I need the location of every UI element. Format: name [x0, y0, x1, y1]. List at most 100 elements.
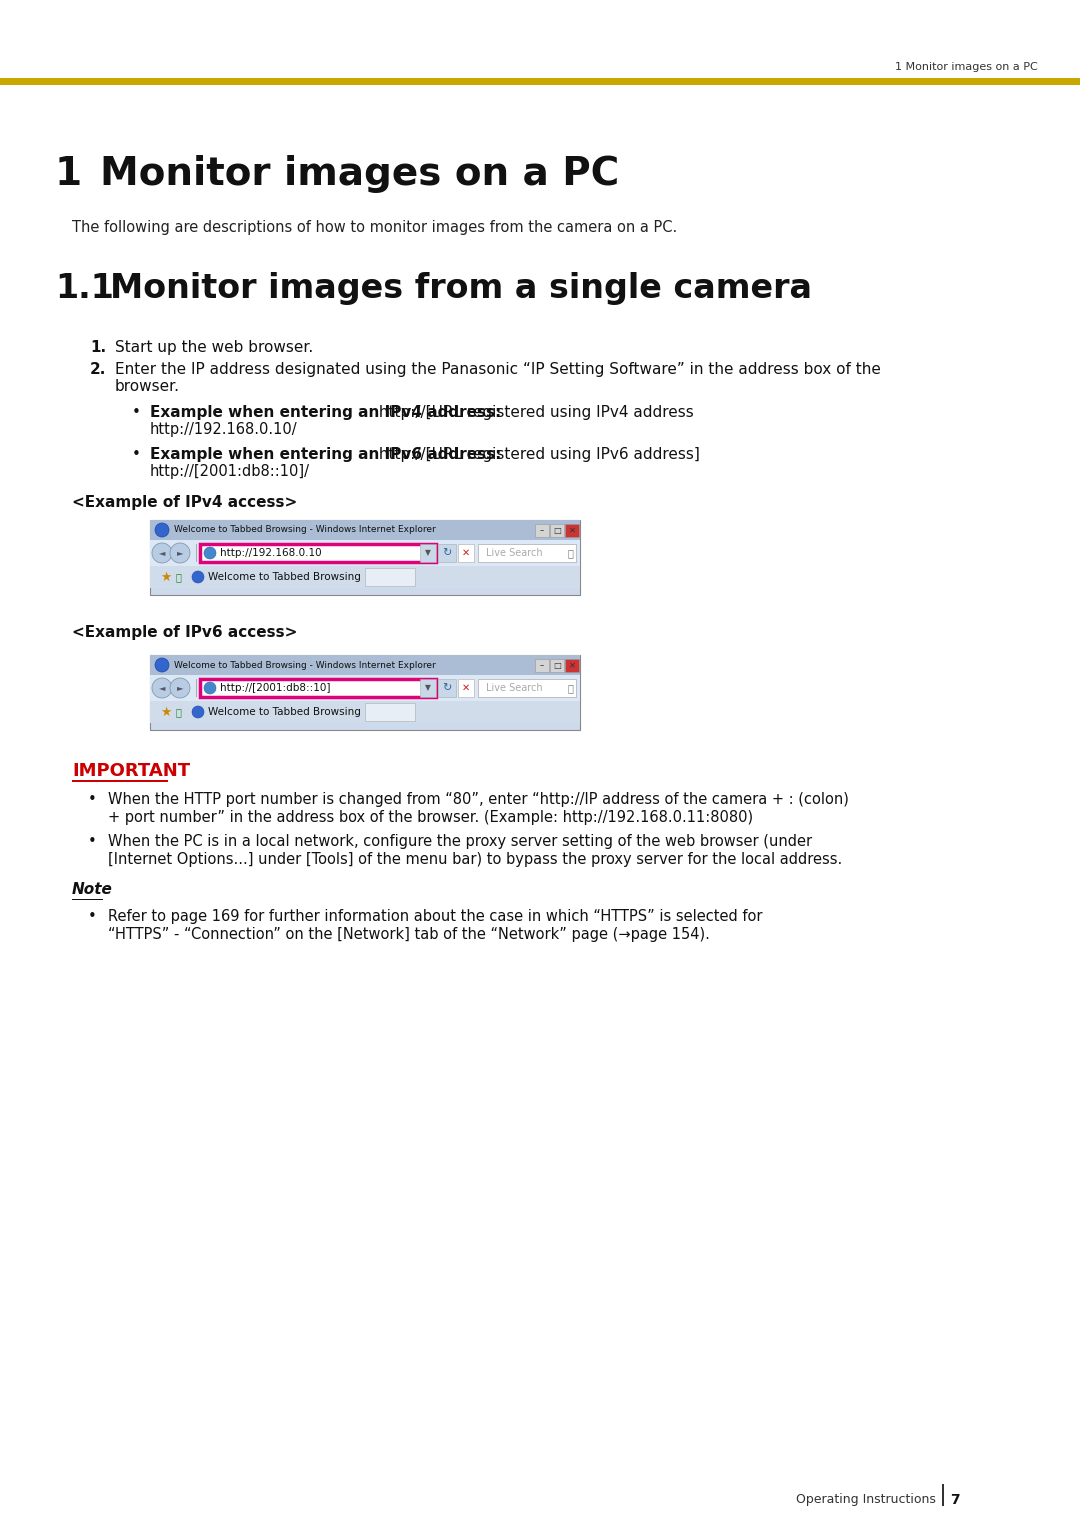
Circle shape — [192, 705, 204, 718]
Text: ★: ★ — [160, 705, 172, 719]
Circle shape — [170, 544, 190, 563]
Text: Example when entering an IPv6 address:: Example when entering an IPv6 address: — [150, 447, 501, 463]
Bar — [438, 680, 456, 696]
Bar — [0, 78, 1080, 86]
Text: 1.1: 1.1 — [55, 272, 113, 305]
Text: IMPORTANT: IMPORTANT — [72, 762, 190, 780]
Bar — [150, 521, 580, 541]
Text: Refer to page 169 for further information about the case in which “HTTPS” is sel: Refer to page 169 for further informatio… — [108, 909, 762, 924]
Text: ◄: ◄ — [159, 548, 165, 557]
Bar — [535, 524, 549, 538]
Circle shape — [170, 678, 190, 698]
Text: ✕: ✕ — [462, 683, 470, 693]
Circle shape — [156, 658, 168, 672]
Text: Enter the IP address designated using the Panasonic “IP Setting Software” in the: Enter the IP address designated using th… — [114, 362, 881, 377]
Bar — [550, 524, 564, 538]
Text: •: • — [87, 793, 97, 806]
Bar — [150, 541, 580, 567]
Text: □: □ — [553, 525, 561, 534]
Text: Operating Instructions: Operating Instructions — [796, 1493, 936, 1506]
Text: ►: ► — [177, 684, 184, 693]
Circle shape — [152, 544, 172, 563]
Text: □: □ — [553, 661, 561, 670]
Text: •: • — [87, 909, 97, 924]
Text: When the HTTP port number is changed from “80”, enter “http://IP address of the : When the HTTP port number is changed fro… — [108, 793, 849, 806]
Bar — [550, 660, 564, 672]
Text: 1.: 1. — [90, 341, 106, 354]
Circle shape — [192, 571, 204, 583]
Circle shape — [152, 678, 172, 698]
Text: http://[URL registered using IPv6 address]: http://[URL registered using IPv6 addres… — [374, 447, 700, 463]
Text: “HTTPS” - “Connection” on the [Network] tab of the “Network” page (→page 154).: “HTTPS” - “Connection” on the [Network] … — [108, 927, 710, 942]
Text: Welcome to Tabbed Browsing: Welcome to Tabbed Browsing — [208, 573, 361, 582]
Text: Example when entering an IPv4 address:: Example when entering an IPv4 address: — [150, 405, 501, 420]
Text: 2.: 2. — [90, 362, 106, 377]
Circle shape — [156, 524, 168, 538]
Text: Welcome to Tabbed Browsing: Welcome to Tabbed Browsing — [208, 707, 361, 718]
Text: –: – — [540, 661, 544, 670]
Text: 1 Monitor images on a PC: 1 Monitor images on a PC — [895, 63, 1038, 72]
Bar — [565, 524, 579, 538]
Text: Start up the web browser.: Start up the web browser. — [114, 341, 313, 354]
Bar — [365, 702, 415, 721]
Circle shape — [204, 547, 216, 559]
Text: <Example of IPv4 access>: <Example of IPv4 access> — [72, 495, 297, 510]
Text: ⌕: ⌕ — [567, 683, 572, 693]
Bar — [72, 780, 168, 782]
Bar — [458, 544, 474, 562]
Bar — [535, 660, 549, 672]
Text: ►: ► — [177, 548, 184, 557]
Text: Note: Note — [72, 883, 113, 896]
Text: •: • — [132, 447, 140, 463]
Text: ✕: ✕ — [462, 548, 470, 557]
Bar — [365, 568, 415, 586]
Text: –: – — [540, 525, 544, 534]
Text: When the PC is in a local network, configure the proxy server setting of the web: When the PC is in a local network, confi… — [108, 834, 812, 849]
Text: http://[2001:db8::10]/: http://[2001:db8::10]/ — [150, 464, 310, 479]
Text: ✕: ✕ — [568, 525, 576, 534]
Text: •: • — [132, 405, 140, 420]
Text: http://192.168.0.10/: http://192.168.0.10/ — [150, 421, 298, 437]
Text: ➕: ➕ — [176, 707, 181, 718]
Bar — [150, 701, 580, 722]
Bar — [200, 680, 436, 696]
Text: http://[2001:db8::10]: http://[2001:db8::10] — [220, 683, 330, 693]
Bar — [478, 680, 576, 696]
Text: Monitor images from a single camera: Monitor images from a single camera — [110, 272, 812, 305]
Text: [Internet Options...] under [Tools] of the menu bar) to bypass the proxy server : [Internet Options...] under [Tools] of t… — [108, 852, 842, 867]
Text: ✕: ✕ — [568, 661, 576, 670]
Bar — [150, 521, 580, 596]
Bar — [458, 680, 474, 696]
Bar — [438, 544, 456, 562]
Text: ↻: ↻ — [443, 548, 451, 557]
Bar — [150, 675, 580, 701]
Text: Live Search: Live Search — [486, 548, 542, 557]
Text: <Example of IPv6 access>: <Example of IPv6 access> — [72, 625, 297, 640]
Bar — [150, 567, 580, 588]
Text: The following are descriptions of how to monitor images from the camera on a PC.: The following are descriptions of how to… — [72, 220, 677, 235]
Text: Live Search: Live Search — [486, 683, 542, 693]
Text: ▼: ▼ — [426, 548, 431, 557]
Bar — [420, 680, 436, 696]
Circle shape — [204, 683, 216, 693]
Bar — [420, 544, 436, 562]
Bar — [200, 544, 436, 562]
Bar — [942, 1484, 944, 1506]
Text: ▼: ▼ — [426, 684, 431, 693]
Text: ◄: ◄ — [159, 684, 165, 693]
Bar — [565, 660, 579, 672]
Text: Monitor images on a PC: Monitor images on a PC — [100, 156, 619, 192]
Text: http://192.168.0.10: http://192.168.0.10 — [220, 548, 322, 557]
Bar — [150, 655, 580, 675]
Text: •: • — [87, 834, 97, 849]
Text: Welcome to Tabbed Browsing - Windows Internet Explorer: Welcome to Tabbed Browsing - Windows Int… — [174, 661, 435, 669]
Text: + port number” in the address box of the browser. (Example: http://192.168.0.11:: + port number” in the address box of the… — [108, 809, 753, 825]
Text: http://[URL registered using IPv4 address: http://[URL registered using IPv4 addres… — [374, 405, 693, 420]
Text: ★: ★ — [160, 571, 172, 583]
Bar — [478, 544, 576, 562]
Text: Welcome to Tabbed Browsing - Windows Internet Explorer: Welcome to Tabbed Browsing - Windows Int… — [174, 525, 435, 534]
Text: 7: 7 — [950, 1493, 960, 1507]
Bar — [150, 655, 580, 730]
Text: browser.: browser. — [114, 379, 180, 394]
Text: ➕: ➕ — [176, 573, 181, 582]
